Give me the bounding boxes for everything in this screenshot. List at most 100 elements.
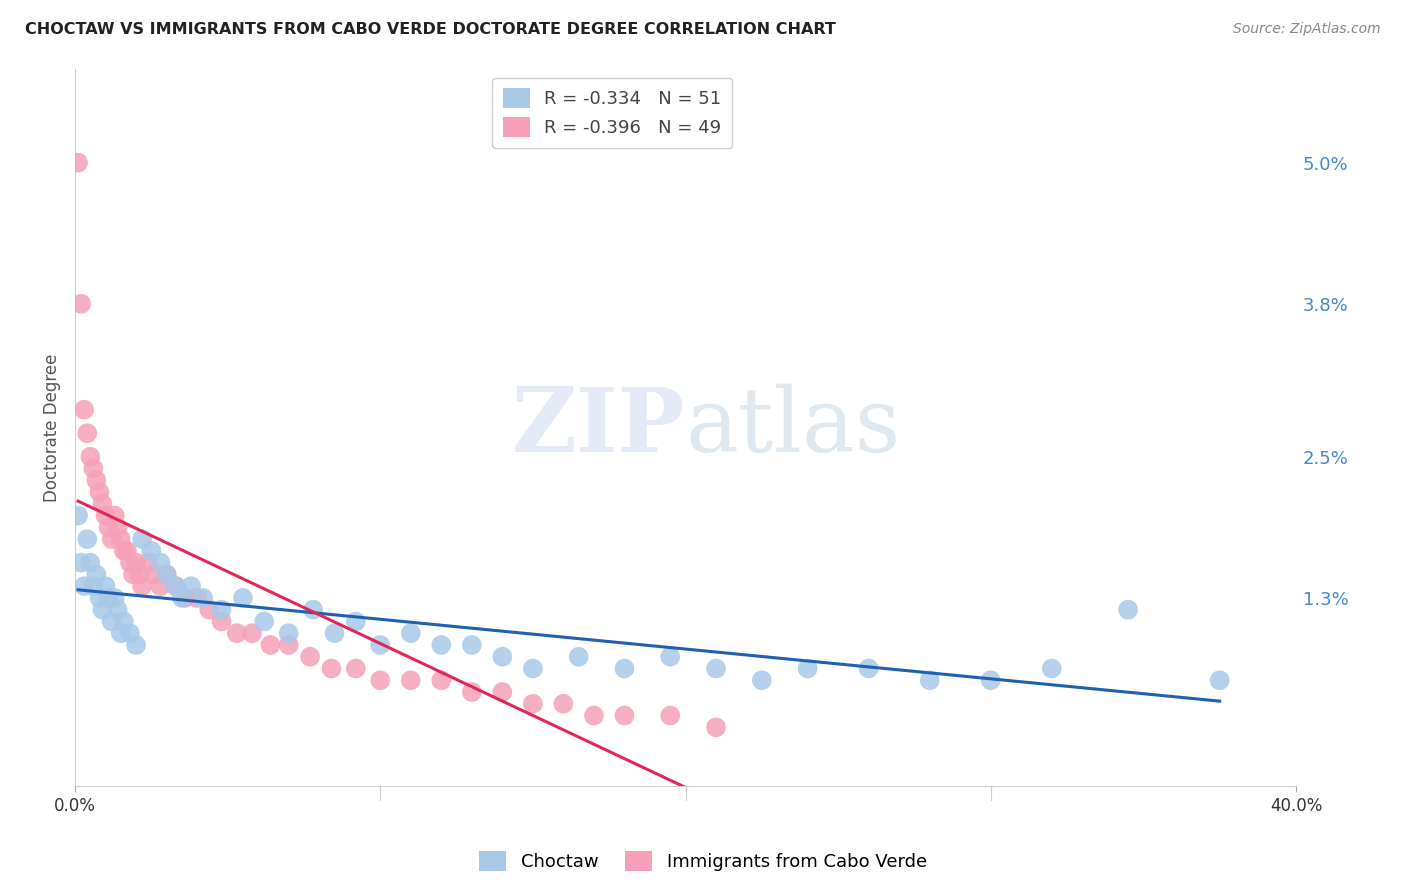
Point — [97, 520, 120, 534]
Point — [70, 556, 93, 570]
Point — [659, 649, 682, 664]
Point — [94, 579, 117, 593]
Point — [582, 708, 605, 723]
Point — [491, 649, 513, 664]
Point — [104, 508, 127, 523]
Point — [110, 532, 132, 546]
Point — [125, 556, 148, 570]
Text: Source: ZipAtlas.com: Source: ZipAtlas.com — [1233, 22, 1381, 37]
Point — [91, 602, 114, 616]
Point — [259, 638, 281, 652]
Point — [491, 685, 513, 699]
Point — [918, 673, 941, 688]
Point — [299, 649, 322, 664]
Point — [240, 626, 263, 640]
Point — [155, 567, 177, 582]
Point — [131, 579, 153, 593]
Point — [368, 673, 391, 688]
Point — [86, 567, 108, 582]
Point — [112, 544, 135, 558]
Point — [553, 697, 575, 711]
Point — [980, 673, 1002, 688]
Point — [704, 720, 727, 734]
Point — [211, 602, 233, 616]
Point — [277, 626, 299, 640]
Point — [613, 661, 636, 675]
Point — [155, 567, 177, 582]
Text: atlas: atlas — [686, 384, 901, 471]
Point — [461, 685, 484, 699]
Point — [125, 638, 148, 652]
Point — [321, 661, 343, 675]
Point — [751, 673, 773, 688]
Point — [141, 544, 163, 558]
Point — [232, 591, 254, 605]
Point — [107, 602, 129, 616]
Point — [131, 532, 153, 546]
Point — [1208, 673, 1230, 688]
Point — [522, 661, 544, 675]
Point — [76, 532, 98, 546]
Point — [323, 626, 346, 640]
Point — [186, 591, 208, 605]
Point — [170, 591, 193, 605]
Point — [73, 402, 96, 417]
Text: ZIP: ZIP — [512, 384, 686, 471]
Point — [302, 602, 325, 616]
Point — [165, 579, 187, 593]
Point — [149, 556, 172, 570]
Point — [118, 556, 141, 570]
Point — [613, 708, 636, 723]
Point — [522, 697, 544, 711]
Point — [110, 626, 132, 640]
Point — [568, 649, 591, 664]
Point — [70, 297, 93, 311]
Point — [73, 579, 96, 593]
Point — [399, 673, 422, 688]
Point — [67, 508, 90, 523]
Point — [461, 638, 484, 652]
Legend: R = -0.334   N = 51, R = -0.396   N = 49: R = -0.334 N = 51, R = -0.396 N = 49 — [492, 78, 733, 148]
Point — [76, 426, 98, 441]
Point — [128, 567, 150, 582]
Point — [1116, 602, 1139, 616]
Point — [91, 497, 114, 511]
Point — [136, 556, 159, 570]
Point — [97, 591, 120, 605]
Legend: Choctaw, Immigrants from Cabo Verde: Choctaw, Immigrants from Cabo Verde — [472, 844, 934, 879]
Point — [1040, 661, 1063, 675]
Point — [198, 602, 221, 616]
Point — [143, 567, 166, 582]
Point — [659, 708, 682, 723]
Point — [430, 638, 453, 652]
Point — [94, 508, 117, 523]
Point — [79, 450, 101, 464]
Point — [180, 579, 202, 593]
Point — [100, 532, 122, 546]
Point — [704, 661, 727, 675]
Point — [79, 556, 101, 570]
Point — [858, 661, 880, 675]
Point — [89, 485, 111, 500]
Point — [277, 638, 299, 652]
Point — [165, 579, 187, 593]
Point — [104, 591, 127, 605]
Point — [115, 544, 138, 558]
Point — [118, 626, 141, 640]
Y-axis label: Doctorate Degree: Doctorate Degree — [44, 353, 60, 501]
Point — [67, 155, 90, 169]
Point — [344, 615, 367, 629]
Text: CHOCTAW VS IMMIGRANTS FROM CABO VERDE DOCTORATE DEGREE CORRELATION CHART: CHOCTAW VS IMMIGRANTS FROM CABO VERDE DO… — [25, 22, 837, 37]
Point — [399, 626, 422, 640]
Point — [89, 591, 111, 605]
Point — [107, 520, 129, 534]
Point — [174, 591, 197, 605]
Point — [225, 626, 247, 640]
Point — [368, 638, 391, 652]
Point — [430, 673, 453, 688]
Point — [122, 567, 145, 582]
Point — [149, 579, 172, 593]
Point — [796, 661, 818, 675]
Point — [82, 579, 104, 593]
Point — [211, 615, 233, 629]
